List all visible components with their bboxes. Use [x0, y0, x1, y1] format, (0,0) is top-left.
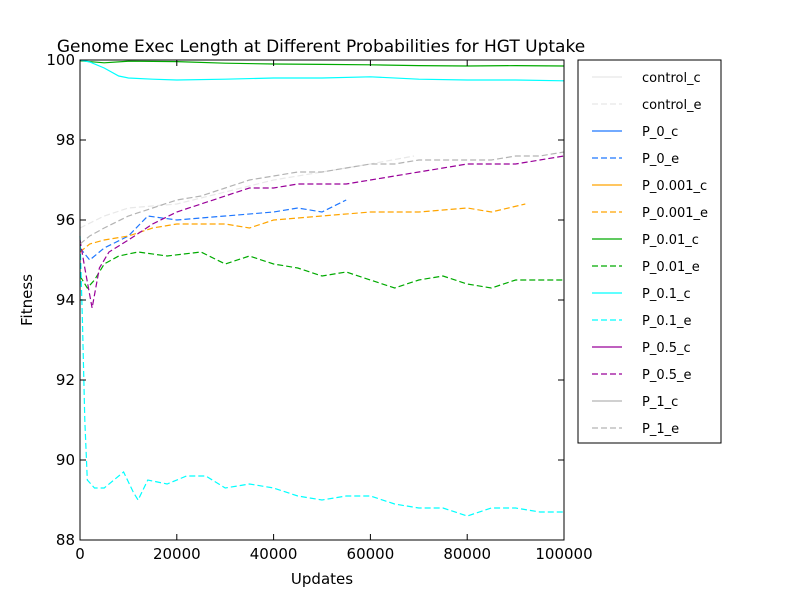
series-line-P_0_e [79, 199, 347, 261]
y-axis-label: Fitness [18, 274, 36, 326]
y-tick-label: 96 [56, 211, 75, 229]
series-line-P_0.01_c [79, 60, 565, 67]
y-tick-label: 90 [56, 451, 75, 469]
x-axis-label: Updates [291, 570, 353, 588]
legend-label: control_c [642, 71, 701, 86]
legend-box [577, 59, 722, 444]
legend-label: P_0.5_c [642, 341, 691, 356]
x-tick-label: 80000 [443, 545, 491, 563]
legend: control_c control_e P_0_c P_0_e P_0.001_c P_0… [577, 59, 722, 444]
x-tick-label: 100000 [535, 545, 592, 563]
plot-area [80, 60, 564, 540]
series-line-P_0.001_e [79, 203, 526, 253]
legend-label: P_0.01_e [642, 260, 700, 275]
legend-label: P_0.1_c [642, 287, 691, 302]
series-line-P_1_e [79, 151, 565, 245]
legend-label: P_1_c [642, 395, 678, 410]
axis-layer: 0 20000 40000 60000 80000 100000 88 90 92 94 96 98 1… [46, 51, 592, 563]
legend-label: P_1_e [642, 422, 679, 437]
y-tick-label: 88 [56, 531, 75, 549]
x-tick-label: 40000 [250, 545, 298, 563]
legend-label: control_e [642, 98, 702, 113]
x-tick-label: 0 [75, 545, 85, 563]
legend-label: P_0.001_c [642, 179, 707, 194]
legend-label: P_0_c [642, 125, 678, 140]
series-line-P_0.5_e [79, 155, 565, 309]
y-tick-label: 98 [56, 131, 75, 149]
series-line-P_0.1_e [79, 235, 564, 517]
legend-label: P_0.5_e [642, 368, 692, 383]
x-tick-label: 20000 [153, 545, 201, 563]
legend-label: P_0.001_e [642, 206, 708, 221]
legend-label: P_0_e [642, 152, 679, 167]
chart-title: Genome Exec Length at Different Probabil… [57, 37, 585, 57]
y-tick-label: 100 [46, 51, 75, 69]
y-tick-label: 94 [56, 291, 75, 309]
legend-label: P_0.01_c [642, 233, 699, 248]
legend-label: P_0.1_e [642, 314, 692, 329]
series-line-P_0.01_e [79, 251, 564, 290]
x-tick-label: 60000 [347, 545, 395, 563]
series-layer [79, 59, 565, 517]
y-tick-label: 92 [56, 371, 75, 389]
series-line-P_0.1_c [79, 59, 565, 82]
